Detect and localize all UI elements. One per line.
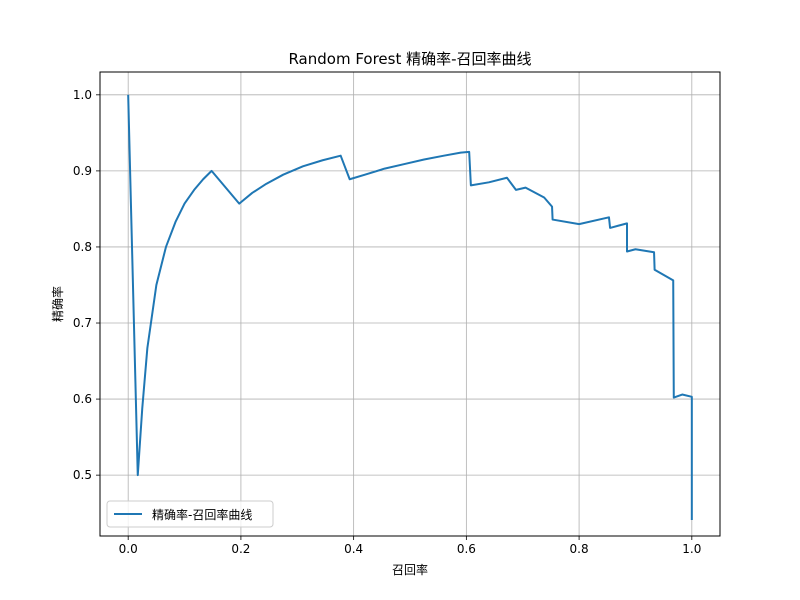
y-axis-label: 精确率	[50, 286, 65, 322]
series-layer	[127, 94, 693, 521]
x-tick-label: 0.8	[570, 542, 589, 556]
grid-lines	[100, 72, 720, 536]
legend-box	[106, 500, 274, 528]
x-tick-label: 0.4	[344, 542, 363, 556]
y-tick-label: 1.0	[73, 88, 92, 102]
legend: 精确率-召回率曲线	[106, 500, 274, 528]
legend-label: 精确率-召回率曲线	[152, 507, 252, 522]
x-axis-label: 召回率	[392, 562, 428, 577]
y-tick-label: 0.8	[73, 240, 92, 254]
axis-ticks: 0.0 0.2 0.4 0.6 0.8 1.0 0.5 0.6 0.7 0.8 0.9 1.0	[73, 88, 701, 556]
x-tick-label: 0.2	[231, 542, 250, 556]
y-tick-label: 0.5	[73, 468, 92, 482]
x-tick-label: 1.0	[682, 542, 701, 556]
x-tick-label: 0.0	[119, 542, 138, 556]
chart-title: Random Forest 精确率-召回率曲线	[288, 50, 531, 68]
plot-area-frame	[99, 71, 721, 537]
x-tick-label: 0.6	[457, 542, 476, 556]
y-tick-label: 0.7	[73, 316, 92, 330]
y-tick-label: 0.9	[73, 164, 92, 178]
series-line	[127, 94, 693, 521]
y-tick-label: 0.6	[73, 392, 92, 406]
